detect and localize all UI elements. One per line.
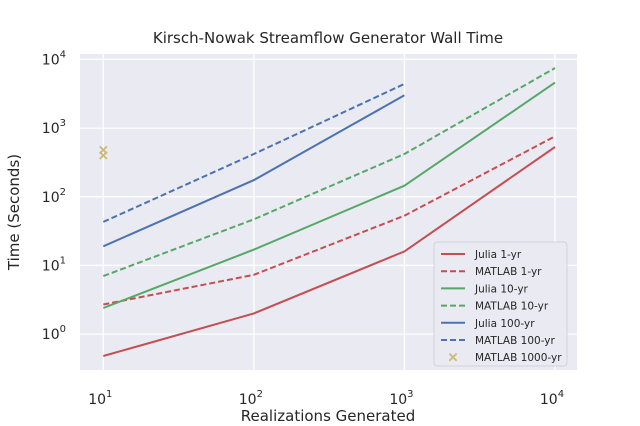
legend-label-matlab-10-yr: MATLAB 10-yr [475, 301, 549, 313]
x-tick-label: 104 [540, 389, 564, 408]
legend-label-julia-100-yr: Julia 100-yr [474, 318, 535, 330]
y-tick-label: 103 [42, 118, 66, 137]
series-line-matlab-100-yr [102, 82, 405, 223]
series-line-julia-10-yr [102, 81, 556, 309]
y-axis-label: Time (Seconds) [5, 154, 23, 271]
legend-label-julia-1-yr: Julia 1-yr [474, 249, 522, 261]
series-line-julia-1-yr [103, 146, 556, 357]
series-line-julia-100-yr [102, 94, 405, 248]
legend-label-matlab-1-yr: MATLAB 1-yr [475, 266, 542, 278]
x-tick-label: 101 [88, 389, 112, 408]
y-tick-label: 104 [42, 49, 66, 68]
legend-label-matlab-100-yr: MATLAB 100-yr [475, 335, 556, 347]
x-tick-label: 103 [389, 389, 413, 408]
legend: Julia 1-yr MATLAB 1-yr Julia 10-yr MATLAB 1… [433, 241, 568, 367]
x-axis-label: Realizations Generated [241, 407, 415, 425]
tick-labels: 101 102 103 104 100 101 102 103 104 [42, 49, 564, 408]
legend-box [433, 241, 568, 367]
series-group [99, 67, 556, 357]
legend-label-matlab-1000-yr: MATLAB 1000-yr [475, 352, 562, 364]
y-tick-label: 100 [42, 324, 66, 343]
legend-marker-matlab-1000-yr [448, 352, 458, 362]
x-tick-label: 102 [239, 389, 263, 408]
series-marker-matlab-1000-yr [99, 145, 108, 155]
y-tick-label: 102 [42, 187, 66, 206]
y-tick-label: 101 [42, 255, 66, 274]
legend-label-julia-10-yr: Julia 10-yr [474, 283, 529, 295]
series-line-matlab-1-yr [103, 135, 556, 306]
chart-title: Kirsch-Nowak Streamflow Generator Wall T… [153, 29, 503, 47]
